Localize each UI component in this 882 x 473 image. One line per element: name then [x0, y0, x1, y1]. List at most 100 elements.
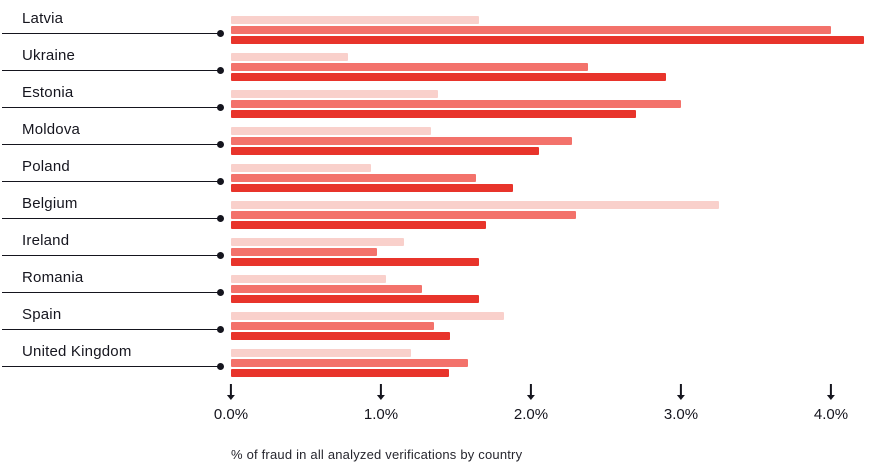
- bar-group: [231, 349, 468, 379]
- bar-series-light: [231, 16, 479, 24]
- baseline-dot-icon: [217, 30, 224, 37]
- baseline-dot-icon: [217, 215, 224, 222]
- bar-group: [231, 127, 572, 157]
- bar-series-light: [231, 164, 371, 172]
- tick-label: 2.0%: [513, 406, 549, 423]
- country-row: Poland: [0, 157, 882, 194]
- x-axis-tick: 1.0%: [364, 384, 398, 423]
- baseline-dot-icon: [217, 104, 224, 111]
- bar-series-medium: [231, 322, 434, 330]
- bar-series-dark: [231, 73, 666, 81]
- bar-series-medium: [231, 248, 377, 256]
- tick-mark: [229, 384, 232, 395]
- x-axis: 0.0% 1.0% 2.0% 3.0% 4.0%: [214, 384, 881, 434]
- country-label: Poland: [22, 158, 70, 175]
- bar-series-medium: [231, 359, 468, 367]
- country-label: Belgium: [22, 195, 78, 212]
- bar-series-light: [231, 53, 348, 61]
- bar-group: [231, 53, 666, 83]
- country-label: Moldova: [22, 121, 81, 138]
- tick-label: 1.0%: [363, 406, 399, 423]
- x-axis-tick: 3.0%: [664, 384, 698, 423]
- baseline-dot-icon: [217, 252, 224, 259]
- bar-series-dark: [231, 36, 864, 44]
- country-row: Moldova: [0, 120, 882, 157]
- x-axis-tick: 0.0%: [214, 384, 248, 423]
- country-row: Ukraine: [0, 46, 882, 83]
- tick-label: 3.0%: [663, 406, 699, 423]
- bar-series-medium: [231, 174, 476, 182]
- bar-series-medium: [231, 137, 572, 145]
- bar-series-dark: [231, 110, 636, 118]
- baseline-dot-icon: [217, 141, 224, 148]
- tick-arrowhead-icon: [526, 395, 535, 400]
- bar-series-light: [231, 275, 386, 283]
- bar-group: [231, 275, 479, 305]
- bar-series-medium: [231, 26, 831, 34]
- tick-label: 4.0%: [813, 406, 849, 423]
- chart-caption: % of fraud in all analyzed verifications…: [231, 447, 523, 462]
- bar-group: [231, 16, 864, 46]
- baseline-dot-icon: [217, 326, 224, 333]
- bar-series-dark: [231, 258, 479, 266]
- tick-arrowhead-icon: [676, 395, 685, 400]
- tick-mark: [829, 384, 832, 395]
- country-label: Ukraine: [22, 47, 76, 64]
- label-baseline: [2, 33, 219, 34]
- tick-mark: [529, 384, 532, 395]
- bar-group: [231, 312, 504, 342]
- tick-label: 0.0%: [213, 406, 249, 423]
- label-baseline: [2, 70, 219, 71]
- tick-arrowhead-icon: [826, 395, 835, 400]
- tick-arrowhead-icon: [226, 395, 235, 400]
- bar-series-dark: [231, 295, 479, 303]
- bar-series-dark: [231, 369, 449, 377]
- bar-series-light: [231, 90, 438, 98]
- baseline-dot-icon: [217, 178, 224, 185]
- bar-group: [231, 90, 681, 120]
- country-row: Spain: [0, 305, 882, 342]
- label-baseline: [2, 218, 219, 219]
- country-label: Latvia: [22, 10, 64, 27]
- bar-series-light: [231, 201, 719, 209]
- bar-series-dark: [231, 332, 450, 340]
- country-label: United Kingdom: [22, 343, 132, 360]
- bar-group: [231, 201, 719, 231]
- country-row: Estonia: [0, 83, 882, 120]
- baseline-dot-icon: [217, 67, 224, 74]
- country-label: Ireland: [22, 232, 70, 249]
- country-label: Romania: [22, 269, 84, 286]
- country-row: United Kingdom: [0, 342, 882, 379]
- label-baseline: [2, 292, 219, 293]
- bar-series-dark: [231, 147, 539, 155]
- country-row: Ireland: [0, 231, 882, 268]
- x-axis-tick: 2.0%: [514, 384, 548, 423]
- label-baseline: [2, 255, 219, 256]
- bar-group: [231, 238, 479, 268]
- bar-series-light: [231, 238, 404, 246]
- chart-rows: Latvia Ukraine Estonia Moldova Poland Belgium…: [0, 9, 882, 379]
- label-baseline: [2, 329, 219, 330]
- bar-series-light: [231, 349, 411, 357]
- country-row: Latvia: [0, 9, 882, 46]
- tick-arrowhead-icon: [376, 395, 385, 400]
- bar-series-medium: [231, 211, 576, 219]
- label-baseline: [2, 366, 219, 367]
- label-baseline: [2, 144, 219, 145]
- bar-series-dark: [231, 221, 486, 229]
- bar-series-medium: [231, 285, 422, 293]
- bar-series-medium: [231, 100, 681, 108]
- country-row: Belgium: [0, 194, 882, 231]
- label-baseline: [2, 107, 219, 108]
- country-label: Estonia: [22, 84, 74, 101]
- country-row: Romania: [0, 268, 882, 305]
- baseline-dot-icon: [217, 289, 224, 296]
- baseline-dot-icon: [217, 363, 224, 370]
- x-axis-tick: 4.0%: [814, 384, 848, 423]
- country-label: Spain: [22, 306, 62, 323]
- bar-group: [231, 164, 513, 194]
- bar-series-light: [231, 127, 431, 135]
- tick-mark: [679, 384, 682, 395]
- tick-mark: [379, 384, 382, 395]
